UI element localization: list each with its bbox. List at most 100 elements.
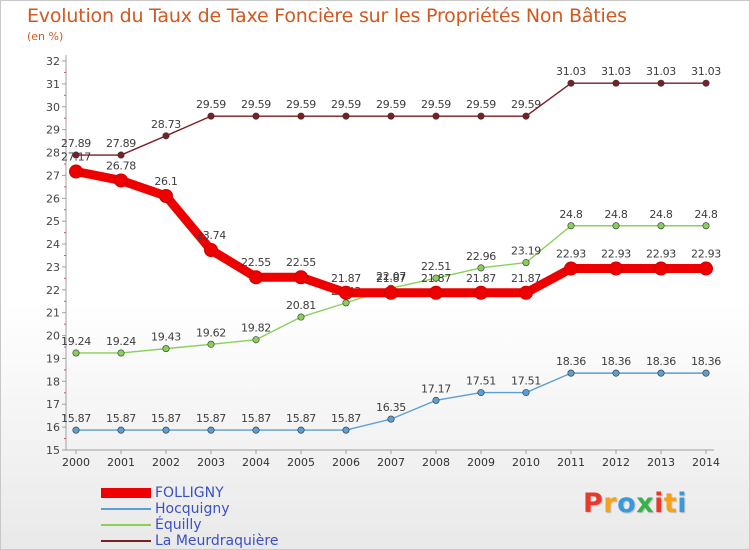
data-point — [117, 151, 125, 159]
data-point — [339, 285, 353, 300]
data-point — [159, 189, 173, 204]
data-point — [294, 270, 308, 285]
data-label: 27.89 — [61, 137, 91, 150]
data-point — [342, 299, 350, 307]
y-tick-label: 16 — [46, 421, 60, 434]
data-label: 22.93 — [556, 248, 586, 261]
data-point — [384, 285, 398, 300]
x-tick-label: 2000 — [62, 456, 90, 469]
data-point — [699, 261, 713, 276]
data-point — [657, 222, 665, 230]
series-hocquigny: 15.87 15.87 15.87 15.87 15.87 15.87 15.87 16.35… — [61, 355, 722, 434]
data-point — [114, 173, 128, 188]
data-point — [72, 426, 80, 434]
logo-letter: t — [663, 488, 678, 519]
x-tick-label: 2012 — [602, 456, 630, 469]
data-label: 15.87 — [331, 412, 361, 425]
y-tick-label: 23 — [46, 261, 60, 274]
data-label: 31.03 — [556, 65, 586, 78]
logo-letter: x — [636, 488, 655, 519]
data-label: 21.87 — [466, 272, 496, 285]
data-label: 31.03 — [691, 65, 721, 78]
data-point — [522, 389, 530, 397]
data-label: 27.17 — [61, 151, 91, 164]
data-label: 15.87 — [61, 412, 91, 425]
data-point — [69, 164, 83, 179]
data-point — [567, 79, 575, 87]
x-tick-label: 2010 — [512, 456, 540, 469]
data-label: 24.8 — [649, 208, 673, 221]
data-point — [249, 270, 263, 285]
x-tick-label: 2005 — [287, 456, 315, 469]
data-label: 29.59 — [376, 98, 406, 111]
data-point — [387, 112, 395, 120]
y-tick-label: 24 — [46, 238, 60, 251]
y-tick-label: 26 — [46, 192, 60, 205]
data-label: 27.89 — [106, 137, 136, 150]
data-point — [207, 112, 215, 120]
y-tick-label: 28 — [46, 147, 60, 160]
data-point — [519, 285, 533, 300]
data-label: 19.43 — [151, 331, 181, 344]
data-label: 15.87 — [241, 412, 271, 425]
data-point — [432, 274, 440, 282]
x-tick-label: 2004 — [242, 456, 270, 469]
data-label: 24.8 — [559, 208, 583, 221]
data-point — [657, 79, 665, 87]
logo-letter: P — [583, 488, 604, 519]
data-label: 15.87 — [151, 412, 181, 425]
data-point — [567, 369, 575, 377]
data-point — [297, 426, 305, 434]
data-label: 21.87 — [331, 272, 361, 285]
x-tick-label: 2009 — [467, 456, 495, 469]
data-label: 29.59 — [196, 98, 226, 111]
data-label: 21.87 — [421, 272, 451, 285]
data-label: 21.87 — [376, 272, 406, 285]
logo-letter: i — [677, 488, 688, 519]
data-label: 15.87 — [286, 412, 316, 425]
data-label: 19.82 — [241, 322, 271, 335]
legend-label-equilly: Équilly — [155, 517, 202, 533]
data-label: 22.93 — [691, 248, 721, 261]
legend-label-folligny: FOLLIGNY — [155, 485, 224, 501]
data-point — [162, 426, 170, 434]
y-tick-label: 19 — [46, 352, 60, 365]
data-point — [477, 112, 485, 120]
data-label: 23.74 — [196, 229, 226, 242]
data-point — [72, 349, 80, 357]
data-label: 24.8 — [604, 208, 628, 221]
y-tick-label: 22 — [46, 284, 60, 297]
data-point — [432, 112, 440, 120]
data-point — [72, 151, 80, 159]
x-tick-label: 2006 — [332, 456, 360, 469]
data-point — [702, 369, 710, 377]
data-point — [162, 345, 170, 353]
y-tick-label: 15 — [46, 444, 60, 457]
data-point — [477, 389, 485, 397]
data-label: 20.81 — [286, 299, 316, 312]
data-point — [612, 222, 620, 230]
data-point — [342, 112, 350, 120]
data-point — [162, 132, 170, 140]
data-point — [522, 112, 530, 120]
data-label: 22.93 — [601, 248, 631, 261]
x-tick-label: 2008 — [422, 456, 450, 469]
legend-swatch-folligny — [101, 488, 151, 498]
data-label: 29.59 — [466, 98, 496, 111]
data-label: 19.24 — [61, 335, 91, 348]
data-label: 18.36 — [691, 355, 721, 368]
data-label: 29.59 — [511, 98, 541, 111]
data-point — [432, 396, 440, 404]
data-label: 26.1 — [154, 175, 177, 188]
data-label: 17.51 — [511, 375, 541, 388]
data-label: 29.59 — [421, 98, 451, 111]
data-label: 15.87 — [196, 412, 226, 425]
data-label: 29.59 — [241, 98, 271, 111]
data-label: 18.36 — [646, 355, 676, 368]
data-point — [252, 426, 260, 434]
data-point — [297, 313, 305, 321]
data-point — [207, 426, 215, 434]
y-tick-label: 21 — [46, 307, 60, 320]
